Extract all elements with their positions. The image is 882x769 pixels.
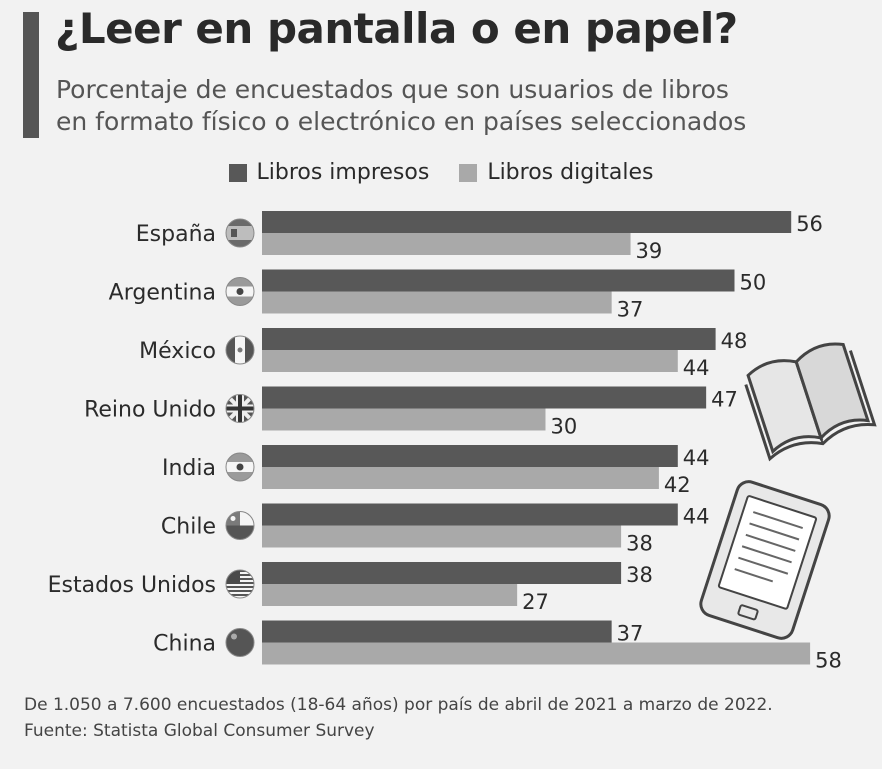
value-label-printed: 38 — [626, 563, 653, 587]
bar-digital — [262, 350, 678, 372]
footer-note: De 1.050 a 7.600 encuestados (18-64 años… — [24, 695, 773, 715]
bar-digital — [262, 408, 546, 431]
bar-digital — [262, 291, 612, 314]
category-label: Chile — [161, 515, 216, 540]
subtitle-line-1: Porcentaje de encuestados que son usuari… — [56, 75, 729, 104]
subtitle-line-2: en formato físico o electrónico en paíse… — [56, 107, 747, 136]
chart-subtitle: Porcentaje de encuestados que son usuari… — [56, 74, 856, 138]
accent-bar — [23, 12, 39, 138]
value-label-digital: 37 — [617, 298, 644, 322]
bar-printed — [262, 562, 622, 584]
category-label: India — [162, 456, 216, 481]
value-label-digital: 38 — [626, 532, 653, 556]
bar-digital — [262, 467, 659, 489]
legend-item-digital: Libros digitales — [459, 160, 654, 185]
chart-row: España 56 39 — [136, 211, 823, 263]
spain-flag-icon — [225, 218, 255, 248]
bar-printed — [262, 445, 678, 467]
value-label-printed: 37 — [617, 622, 644, 646]
footer-source: Fuente: Statista Global Consumer Survey — [24, 721, 375, 741]
value-label-digital: 27 — [522, 590, 549, 614]
bar-printed — [262, 269, 735, 292]
category-label: Argentina — [109, 281, 216, 306]
category-label: China — [153, 632, 216, 657]
value-label-printed: 44 — [683, 446, 710, 470]
value-label-digital: 42 — [664, 473, 691, 497]
category-label: España — [136, 222, 216, 247]
argentina-flag-icon — [225, 277, 255, 306]
category-label: Reino Unido — [84, 398, 216, 423]
bar-digital — [262, 642, 811, 665]
legend-swatch-printed — [228, 163, 247, 182]
value-label-printed: 48 — [721, 329, 748, 353]
value-label-digital: 30 — [551, 415, 578, 439]
legend-label-digital: Libros digitales — [487, 160, 654, 185]
bar-printed — [262, 503, 678, 526]
chart-title: ¿Leer en pantalla o en papel? — [55, 4, 738, 53]
bar-digital — [262, 525, 622, 548]
value-label-digital: 58 — [815, 649, 842, 673]
value-label-printed: 56 — [796, 212, 823, 236]
ereader-icon — [699, 480, 831, 640]
chart-row: México 48 44 — [139, 328, 747, 380]
chart-row: Estados Unidos 38 27 — [48, 562, 653, 614]
china-flag-icon — [225, 628, 255, 657]
bar-digital — [262, 233, 631, 255]
bar-printed — [262, 386, 707, 409]
value-label-printed: 50 — [740, 271, 767, 295]
chart-row: China 37 58 — [153, 620, 842, 673]
open-book-icon — [744, 342, 877, 462]
value-label-printed: 47 — [711, 388, 738, 412]
bar-printed — [262, 211, 792, 233]
category-label: Estados Unidos — [48, 573, 216, 598]
value-label-printed: 44 — [683, 505, 710, 529]
legend-swatch-digital — [459, 163, 478, 182]
bar-printed — [262, 620, 612, 643]
value-label-digital: 44 — [683, 356, 710, 380]
chart-row: Argentina 50 37 — [109, 269, 767, 322]
usa-flag-icon — [225, 569, 255, 599]
legend: Libros impresos Libros digitales — [0, 160, 882, 185]
legend-item-printed: Libros impresos — [228, 160, 430, 185]
category-label: México — [139, 339, 216, 364]
chart-row: India 44 42 — [162, 445, 710, 497]
value-label-digital: 39 — [636, 239, 663, 263]
legend-label-printed: Libros impresos — [256, 160, 430, 185]
india-flag-icon — [225, 452, 255, 482]
bar-printed — [262, 328, 716, 350]
uk-flag-icon — [225, 394, 255, 423]
chart-row: Chile 44 38 — [161, 503, 710, 556]
chart-row: Reino Unido 47 30 — [84, 386, 738, 439]
chile-flag-icon — [225, 511, 255, 540]
bar-digital — [262, 584, 518, 606]
bar-chart: España 56 39 Argentina 50 37 México 48 44 Reino U… — [48, 211, 877, 673]
footer: De 1.050 a 7.600 encuestados (18-64 años… — [24, 692, 874, 744]
mexico-flag-icon — [225, 335, 255, 365]
